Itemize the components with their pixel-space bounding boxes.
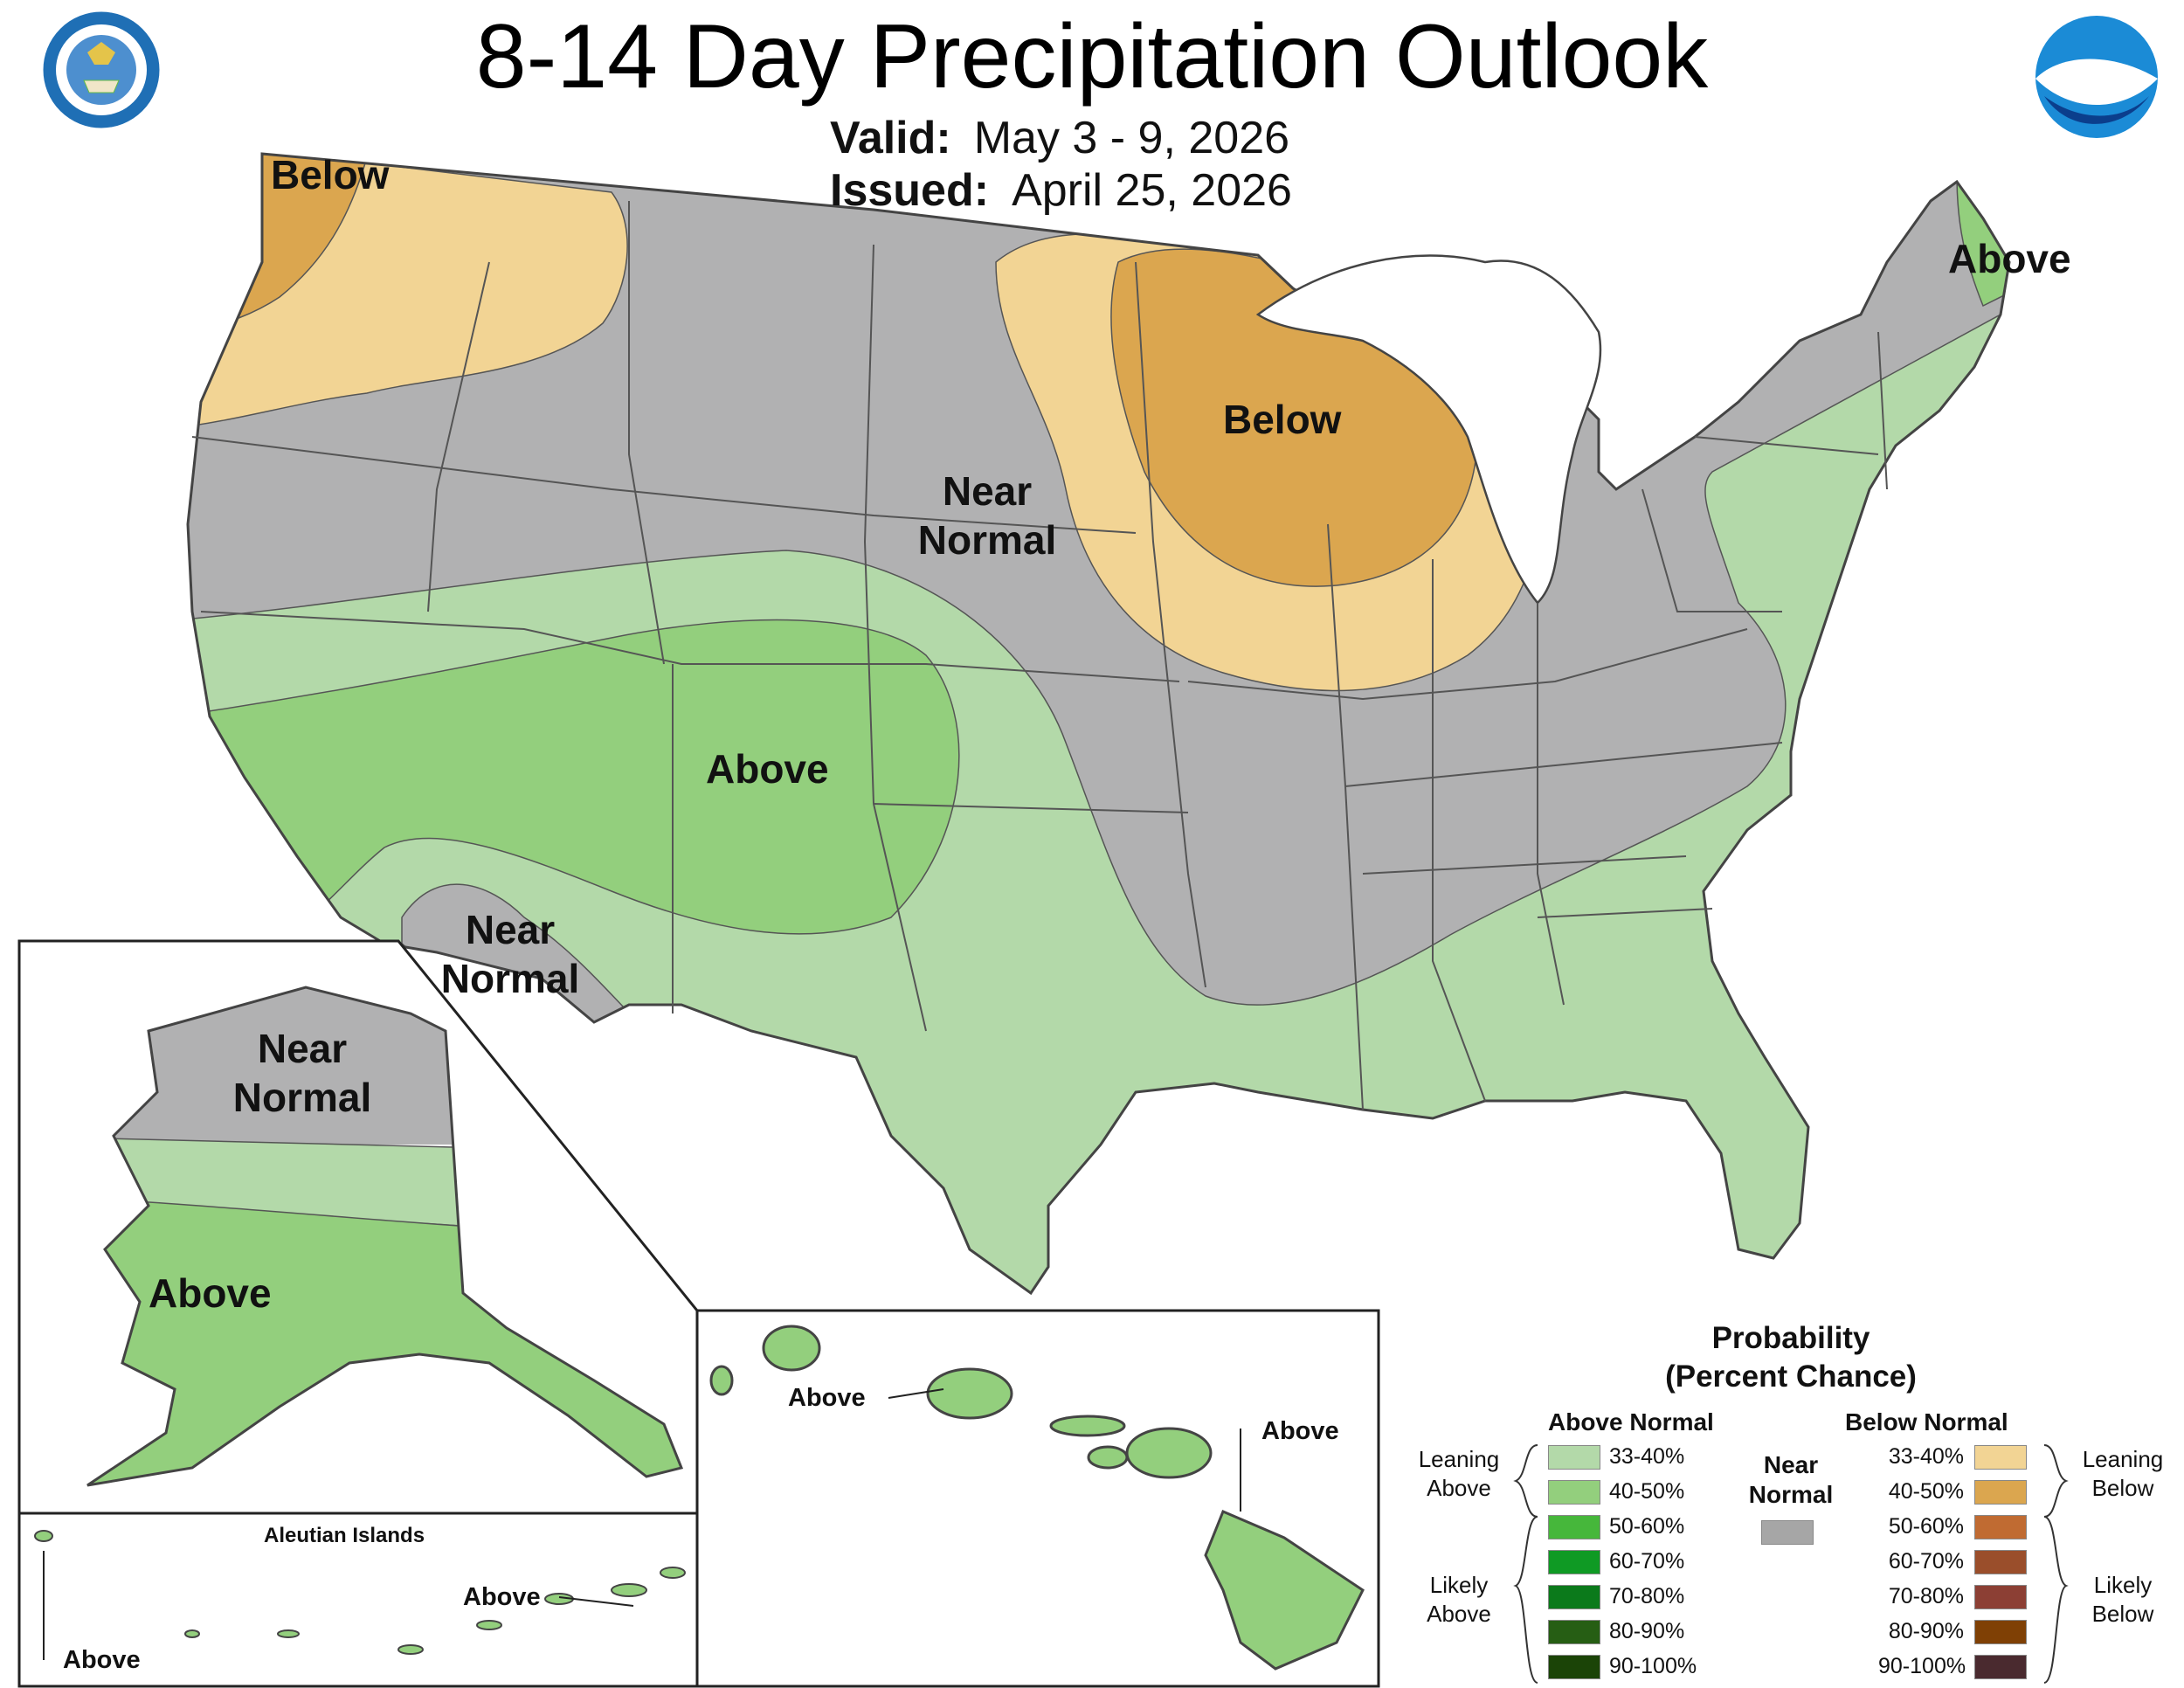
conus-above-leaning-40-50 <box>188 619 960 944</box>
legend-above-swatch <box>1548 1550 1600 1574</box>
legend-near-header: Near Normal <box>1747 1450 1835 1510</box>
commerce-seal <box>40 9 162 131</box>
legend-likely-below: Likely Below <box>2070 1571 2175 1629</box>
legend-title-line2: (Percent Chance) <box>1665 1359 1917 1394</box>
legend-below-label: 80-90% <box>1888 1619 1964 1643</box>
legend-below-label: 70-80% <box>1888 1584 1964 1608</box>
legend-below-swatch <box>1974 1585 2027 1609</box>
legend-likely-below-line1: Likely <box>2093 1572 2153 1598</box>
legend-above-label: 60-70% <box>1609 1549 1685 1574</box>
legend-title-line1: Probability <box>1711 1321 1870 1355</box>
issued-line: Issued: April 25, 2026 <box>830 164 1292 217</box>
legend-above-swatch <box>1548 1620 1600 1644</box>
legend-above-label: 40-50% <box>1609 1479 1685 1504</box>
legend-above-header: Above Normal <box>1548 1408 1714 1435</box>
legend-near-line1: Near <box>1763 1451 1819 1478</box>
legend-near-line2: Normal <box>1748 1481 1834 1508</box>
legend-likely-above-line1: Likely <box>1429 1572 1489 1598</box>
legend-above-label: 70-80% <box>1609 1584 1685 1608</box>
legend-below-swatch <box>1974 1620 2027 1644</box>
legend-below-label: 33-40% <box>1888 1444 1964 1469</box>
legend-above-label: 90-100% <box>1609 1654 1697 1678</box>
great-lakes <box>1255 254 1602 605</box>
legend-above-label: 80-90% <box>1609 1619 1685 1643</box>
legend-leaning-above-line1: Leaning <box>1418 1446 1500 1472</box>
legend-above-label: 50-60% <box>1609 1514 1685 1539</box>
label-aleutian-above-east: Above <box>463 1583 541 1611</box>
legend-above-swatch <box>1548 1655 1600 1679</box>
legend-title: Probability (Percent Chance) <box>1590 1319 1992 1396</box>
legend-below-swatch <box>1974 1655 2027 1679</box>
legend-likely-above: Likely Above <box>1406 1571 1511 1629</box>
legend-near-swatch <box>1761 1520 1814 1545</box>
legend-leaning-below-line2: Below <box>2091 1475 2154 1501</box>
legend-leaning-above-line2: Above <box>1427 1475 1491 1501</box>
label-ak-above: Above <box>149 1270 272 1316</box>
label-mw-below: Below <box>1223 397 1342 442</box>
legend-below-label: 40-50% <box>1888 1479 1964 1504</box>
hawaii-inset <box>695 1309 1380 1688</box>
map-title: 8-14 Day Precipitation Outlook <box>475 6 1709 107</box>
legend-below-header: Below Normal <box>1845 1408 2008 1435</box>
issued-value: April 25, 2026 <box>1012 165 1292 216</box>
state-borders <box>191 201 1888 1110</box>
legend-above-label: 33-40% <box>1609 1444 1685 1469</box>
legend-leaning-below: Leaning Below <box>2070 1445 2175 1503</box>
legend-below-swatch <box>1974 1550 2027 1574</box>
label-hi-above-big-island: Above <box>1261 1417 1339 1445</box>
legend-below-label: 90-100% <box>1878 1654 1966 1678</box>
label-aleutian-above-west: Above <box>63 1646 141 1674</box>
valid-value: May 3 - 9, 2026 <box>973 113 1290 163</box>
issued-key: Issued: <box>830 165 990 216</box>
label-ak-near-line1: Near <box>257 1026 348 1071</box>
aleutian-title: Aleutian Islands <box>264 1524 425 1547</box>
label-hi-above-oahu: Above <box>788 1384 866 1412</box>
legend-above-swatch <box>1548 1480 1600 1505</box>
legend-likely-above-line2: Above <box>1427 1601 1491 1627</box>
legend-below-label: 50-60% <box>1888 1514 1964 1539</box>
label-az-near-line2: Normal <box>440 956 580 1001</box>
label-ak-near-line2: Normal <box>232 1075 372 1120</box>
legend-leaning-below-line1: Leaning <box>2082 1446 2164 1472</box>
label-nw-below: Below <box>271 152 390 197</box>
aleutian-islands <box>34 1530 686 1655</box>
legend-below-label: 60-70% <box>1888 1549 1964 1574</box>
legend-likely-below-line2: Below <box>2091 1601 2154 1627</box>
label-az-near: Near Normal <box>432 905 589 1003</box>
legend-leaning-above: Leaning Above <box>1406 1445 1511 1503</box>
label-sw-above: Above <box>706 746 829 792</box>
label-central-near-line2: Normal <box>917 517 1057 563</box>
label-central-near-line1: Near <box>942 468 1033 514</box>
legend-below-swatch <box>1974 1480 2027 1505</box>
alaska-outline <box>86 986 684 1487</box>
legend-above-swatch <box>1548 1585 1600 1609</box>
legend-below-swatch <box>1974 1445 2027 1470</box>
legend-above-swatch <box>1548 1445 1600 1470</box>
conus-outline <box>186 152 2011 1296</box>
valid-key: Valid: <box>830 113 951 163</box>
noaa-logo <box>2035 16 2158 138</box>
label-ne-above: Above <box>1948 236 2071 281</box>
label-central-near: Near Normal <box>909 467 1066 564</box>
label-az-near-line1: Near <box>465 907 556 952</box>
label-ak-near: Near Normal <box>224 1024 381 1122</box>
legend-above-swatch <box>1548 1515 1600 1539</box>
hawaii-islands <box>709 1325 1365 1671</box>
legend-below-swatch <box>1974 1515 2027 1539</box>
alaska-inset <box>17 939 699 1688</box>
valid-line: Valid: May 3 - 9, 2026 <box>830 112 1289 164</box>
